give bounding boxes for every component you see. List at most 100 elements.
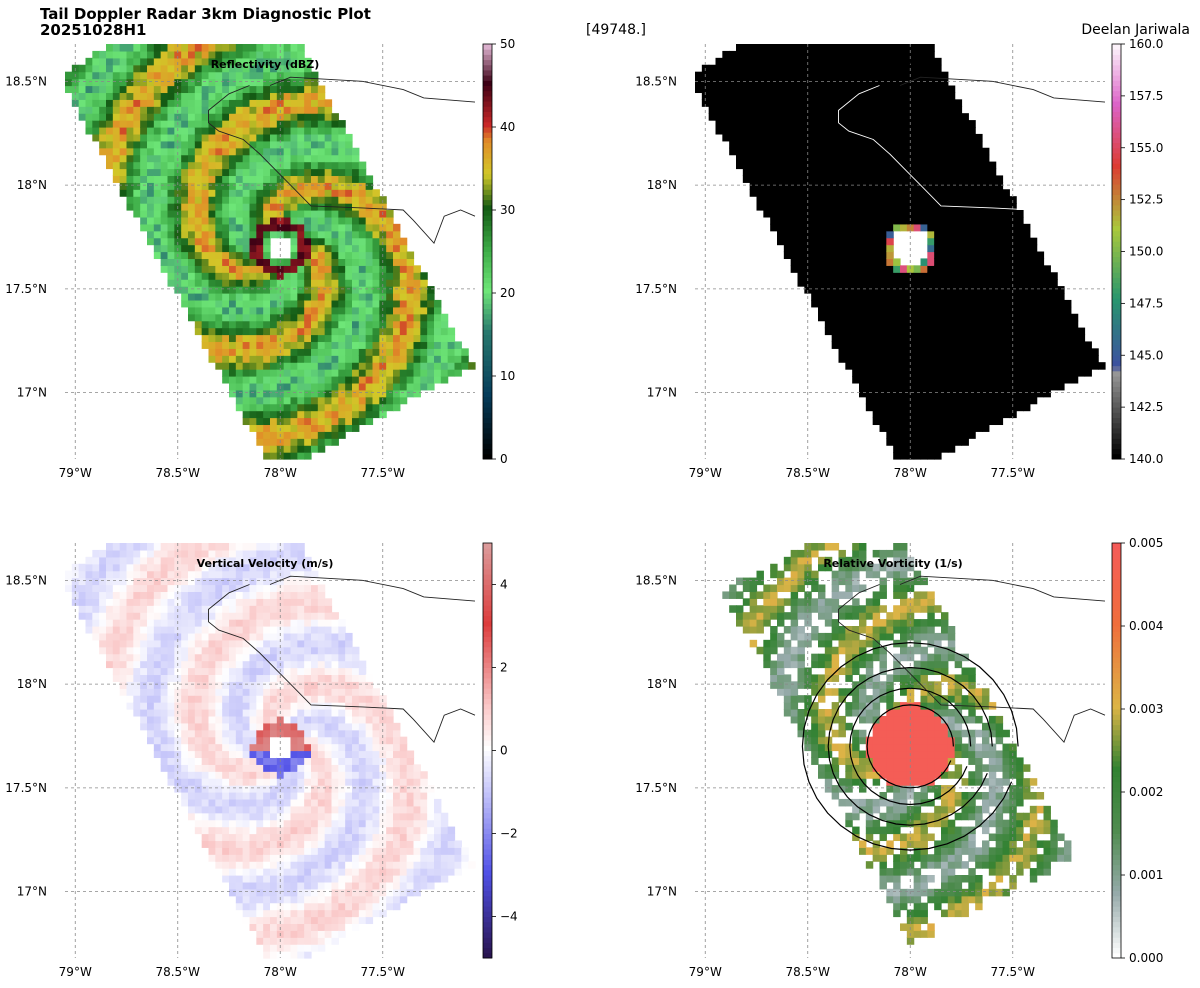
heatmap-cell xyxy=(927,251,935,260)
heatmap-cell xyxy=(352,265,360,273)
heatmap-cell xyxy=(811,140,819,149)
heatmap-cell xyxy=(831,78,840,87)
heatmap-cell xyxy=(153,556,162,565)
heatmap-cell xyxy=(818,161,826,170)
heatmap-cell xyxy=(1023,348,1031,356)
heatmap-cell xyxy=(194,279,203,287)
heatmap-cell xyxy=(852,175,860,183)
heatmap-cell xyxy=(954,127,963,135)
heatmap-cell xyxy=(215,286,223,294)
heatmap-cell xyxy=(1077,348,1086,356)
heatmap-cell xyxy=(297,106,305,114)
heatmap-cell xyxy=(215,64,223,73)
heatmap-cell xyxy=(133,175,141,183)
heatmap-cell xyxy=(215,71,223,80)
heatmap-cell xyxy=(283,369,292,377)
heatmap-cell xyxy=(913,265,922,273)
heatmap-cell xyxy=(229,99,237,107)
heatmap-cell xyxy=(995,382,1004,391)
heatmap-cell xyxy=(194,591,203,599)
heatmap-cell xyxy=(845,175,853,183)
heatmap-cell xyxy=(865,99,874,107)
heatmap-cell xyxy=(770,120,778,128)
heatmap-cell xyxy=(126,549,134,558)
heatmap-cell xyxy=(886,175,894,183)
heatmap-cell xyxy=(954,293,963,301)
heatmap-cell xyxy=(988,223,997,232)
heatmap-cell xyxy=(201,251,210,260)
heatmap-cell xyxy=(886,210,894,218)
heatmap-cell xyxy=(865,71,874,80)
heatmap-cell xyxy=(222,210,230,218)
heatmap-cell xyxy=(975,175,983,183)
heatmap-cell xyxy=(913,216,922,225)
heatmap-cell xyxy=(941,389,949,398)
heatmap-cell xyxy=(174,203,182,211)
heatmap-cell xyxy=(358,396,367,405)
heatmap-cell xyxy=(913,44,922,52)
heatmap-cell xyxy=(995,396,1004,405)
heatmap-cell xyxy=(961,417,969,426)
heatmap-cell xyxy=(167,722,175,731)
heatmap-cell xyxy=(208,251,216,260)
heatmap-cell xyxy=(222,237,230,246)
heatmap-cell xyxy=(783,216,792,225)
heatmap-cell xyxy=(749,64,758,73)
heatmap-cell xyxy=(181,543,189,551)
heatmap-cell xyxy=(447,355,456,363)
heatmap-cell xyxy=(365,299,374,308)
heatmap-cell xyxy=(174,667,182,676)
heatmap-cell xyxy=(242,750,251,759)
heatmap-cell xyxy=(358,376,367,384)
heatmap-cell xyxy=(954,189,963,197)
heatmap-cell xyxy=(831,203,840,211)
heatmap-cell xyxy=(893,417,901,426)
heatmap-cell xyxy=(736,57,744,66)
heatmap-cell xyxy=(263,410,271,419)
heatmap-cell xyxy=(893,369,901,377)
heatmap-cell xyxy=(988,382,997,391)
heatmap-cell xyxy=(783,189,792,197)
heatmap-cell xyxy=(736,44,744,52)
heatmap-cell xyxy=(777,210,785,218)
heatmap-cell xyxy=(379,403,387,412)
heatmap-cell xyxy=(777,196,785,204)
heatmap-cell xyxy=(229,570,237,579)
heatmap-cell xyxy=(229,230,237,239)
heatmap-cell xyxy=(708,85,717,94)
heatmap-cell xyxy=(263,120,271,128)
heatmap-cell xyxy=(304,106,312,114)
heatmap-cell xyxy=(797,196,805,204)
heatmap-cell xyxy=(229,792,237,800)
heatmap-cell xyxy=(235,327,244,336)
heatmap-cell xyxy=(961,403,969,412)
heatmap-cell xyxy=(222,286,230,294)
heatmap-cell xyxy=(71,92,80,100)
heatmap-cell xyxy=(927,106,935,114)
heatmap-cell xyxy=(804,113,812,121)
heatmap-cell xyxy=(249,341,257,349)
heatmap-cell xyxy=(852,279,860,287)
heatmap-cell xyxy=(920,133,928,142)
heatmap-cell xyxy=(913,161,922,170)
heatmap-cell xyxy=(256,729,264,738)
heatmap-cell xyxy=(982,272,990,280)
heatmap-cell xyxy=(153,605,162,613)
heatmap-cell xyxy=(995,182,1004,190)
heatmap-cell xyxy=(934,272,942,280)
heatmap-cell xyxy=(99,64,107,73)
heatmap-cell xyxy=(290,154,298,163)
heatmap-cell xyxy=(99,57,107,66)
heatmap-cell xyxy=(1029,369,1038,377)
heatmap-cell xyxy=(824,78,833,87)
heatmap-cell xyxy=(872,230,881,239)
heatmap-cell xyxy=(208,92,216,100)
heatmap-cell xyxy=(249,778,257,786)
heatmap-cell xyxy=(215,203,223,211)
heatmap-cell xyxy=(99,639,107,648)
heatmap-cell xyxy=(276,334,285,343)
heatmap-cell xyxy=(988,327,997,336)
heatmap-cell xyxy=(201,632,210,641)
heatmap-cell xyxy=(1077,362,1086,370)
heatmap-cell xyxy=(208,106,216,114)
